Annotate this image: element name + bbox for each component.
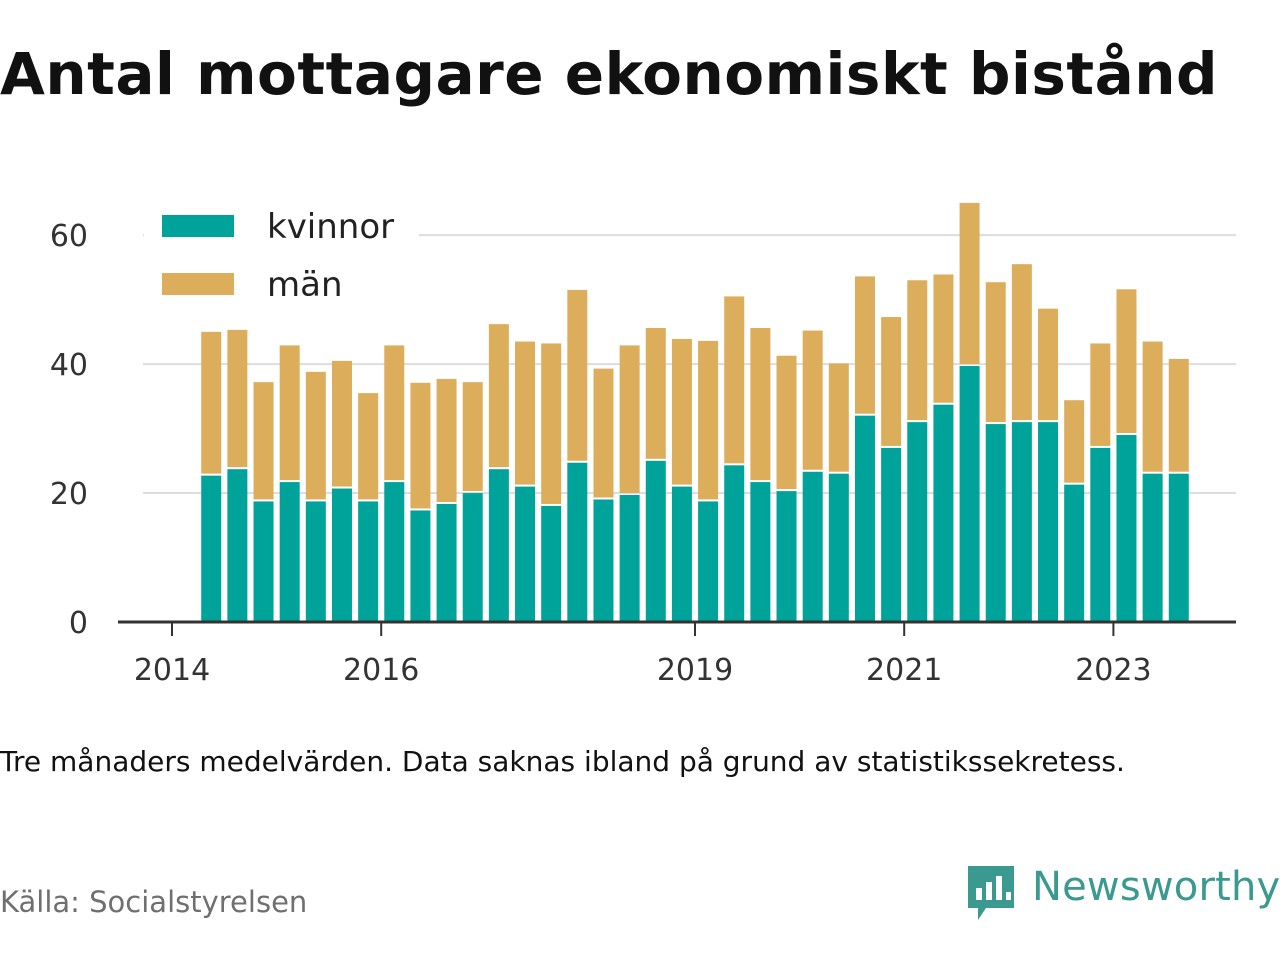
bar-kvinnor xyxy=(515,486,536,622)
bar-kvinnor xyxy=(959,366,980,622)
bar-kvinnor xyxy=(305,501,326,622)
bar-man xyxy=(331,360,352,487)
bar-man xyxy=(462,382,483,492)
bar-kvinnor xyxy=(227,469,248,622)
bar-man xyxy=(907,280,928,421)
bar-kvinnor xyxy=(384,482,405,622)
bar-kvinnor xyxy=(253,501,274,622)
x-tick-label: 2019 xyxy=(657,653,733,688)
y-tick-label: 60 xyxy=(50,219,88,254)
bar-kvinnor xyxy=(1011,422,1032,622)
bar-man xyxy=(802,330,823,470)
bar-kvinnor xyxy=(776,491,797,622)
bar-kvinnor xyxy=(645,460,666,622)
legend: kvinnor män xyxy=(144,200,419,312)
x-tick-label: 2023 xyxy=(1075,653,1151,688)
bar-kvinnor xyxy=(854,415,875,622)
bar-man xyxy=(933,274,954,403)
bar-kvinnor xyxy=(567,462,588,622)
y-tick-label: 40 xyxy=(50,348,88,383)
y-tick-label: 20 xyxy=(50,477,88,512)
bar-man xyxy=(959,202,980,365)
bar-kvinnor xyxy=(1142,473,1163,622)
bar-kvinnor xyxy=(488,469,509,622)
bar-man xyxy=(1142,341,1163,472)
legend-label: män xyxy=(267,265,343,305)
bar-man xyxy=(985,282,1006,423)
x-tick-label: 2014 xyxy=(134,653,210,688)
bar-man xyxy=(227,329,248,468)
bar-man xyxy=(619,345,640,493)
bar-man xyxy=(854,276,875,414)
bar-man xyxy=(358,393,379,500)
bar-kvinnor xyxy=(1090,447,1111,622)
bar-kvinnor xyxy=(593,499,614,622)
bar-kvinnor xyxy=(1064,484,1085,622)
bar-man xyxy=(828,363,849,472)
bar-kvinnor xyxy=(358,501,379,622)
bar-man xyxy=(1064,400,1085,483)
legend-swatch xyxy=(162,215,234,237)
bar-kvinnor xyxy=(881,447,902,622)
axes: 0 20 40 60 2014 2016 2019 2021 2023 xyxy=(50,219,1236,688)
bar-man xyxy=(593,368,614,498)
newsworthy-logo[interactable]: Newsworthy xyxy=(964,862,1280,926)
bar-man xyxy=(488,324,509,468)
chart-title: Antal mottagare ekonomiskt bistånd xyxy=(0,40,1219,108)
bar-man xyxy=(1038,308,1059,421)
bar-kvinnor xyxy=(671,486,692,622)
bar-man xyxy=(410,382,431,509)
bar-kvinnor xyxy=(1168,473,1189,622)
bar-man xyxy=(515,341,536,485)
bar-man xyxy=(1168,358,1189,472)
bar-kvinnor xyxy=(985,424,1006,622)
bar-man xyxy=(436,378,457,503)
bar-man xyxy=(305,371,326,500)
bar-kvinnor xyxy=(410,510,431,622)
bar-kvinnor xyxy=(1116,435,1137,622)
bar-man xyxy=(1090,343,1111,446)
bar-man xyxy=(253,382,274,500)
bar-kvinnor xyxy=(279,482,300,622)
bar-kvinnor xyxy=(201,475,222,622)
bar-kvinnor xyxy=(933,404,954,622)
source-text: Källa: Socialstyrelsen xyxy=(0,885,308,919)
chart-note: Tre månaders medelvärden. Data saknas ib… xyxy=(0,745,1125,778)
legend-label: kvinnor xyxy=(267,207,394,247)
x-tick-label: 2021 xyxy=(866,653,942,688)
bar-kvinnor xyxy=(1038,422,1059,622)
bar-man xyxy=(776,355,797,490)
bar-man xyxy=(724,296,745,464)
bar-kvinnor xyxy=(331,488,352,622)
bar-kvinnor xyxy=(698,501,719,622)
legend-swatch xyxy=(162,273,234,295)
bar-man xyxy=(201,331,222,474)
bar-man xyxy=(567,289,588,461)
bar-man xyxy=(1011,264,1032,421)
bar-kvinnor xyxy=(750,482,771,622)
bar-kvinnor xyxy=(462,493,483,622)
bar-man xyxy=(671,338,692,485)
bar-man xyxy=(750,327,771,481)
bar-man xyxy=(541,343,562,504)
bar-man xyxy=(698,340,719,500)
bar-man xyxy=(384,345,405,481)
bar-kvinnor xyxy=(907,422,928,622)
bar-kvinnor xyxy=(541,505,562,622)
y-tick-label: 0 xyxy=(69,606,88,641)
bar-kvinnor xyxy=(828,473,849,622)
newsworthy-icon xyxy=(968,866,1014,920)
bar-kvinnor xyxy=(802,471,823,622)
bar-man xyxy=(1116,289,1137,434)
bar-kvinnor xyxy=(619,494,640,622)
bar-kvinnor xyxy=(724,465,745,622)
x-tick-label: 2016 xyxy=(343,653,419,688)
stacked-bar-chart: 0 20 40 60 2014 2016 2019 2021 2023 kvinnor män xyxy=(50,200,1236,688)
bar-man xyxy=(645,327,666,459)
bar-kvinnor xyxy=(436,504,457,622)
bar-man xyxy=(279,345,300,481)
bar-man xyxy=(881,317,902,446)
brand-name: Newsworthy xyxy=(1032,864,1280,910)
bars xyxy=(201,202,1189,622)
